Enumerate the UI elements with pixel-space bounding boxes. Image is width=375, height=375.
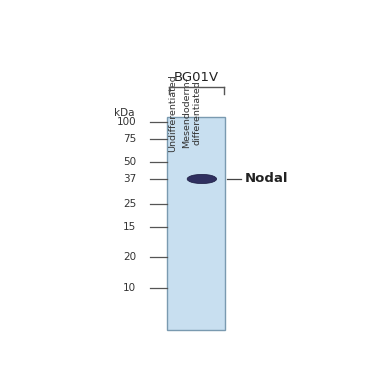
- Text: 15: 15: [123, 222, 136, 232]
- Text: Undifferentiated: Undifferentiated: [168, 74, 177, 152]
- Text: 100: 100: [116, 117, 136, 127]
- Text: 50: 50: [123, 157, 136, 167]
- Text: 20: 20: [123, 252, 136, 262]
- Text: 10: 10: [123, 282, 136, 292]
- Text: Nodal: Nodal: [244, 172, 288, 186]
- Text: 25: 25: [123, 200, 136, 209]
- Ellipse shape: [187, 174, 217, 184]
- Text: kDa: kDa: [114, 108, 135, 118]
- Text: 75: 75: [123, 134, 136, 144]
- Text: BG01V: BG01V: [174, 71, 219, 84]
- Text: Mesendoderm-
differentiated: Mesendoderm- differentiated: [183, 77, 202, 148]
- Text: 37: 37: [123, 174, 136, 184]
- Bar: [167, 117, 225, 330]
